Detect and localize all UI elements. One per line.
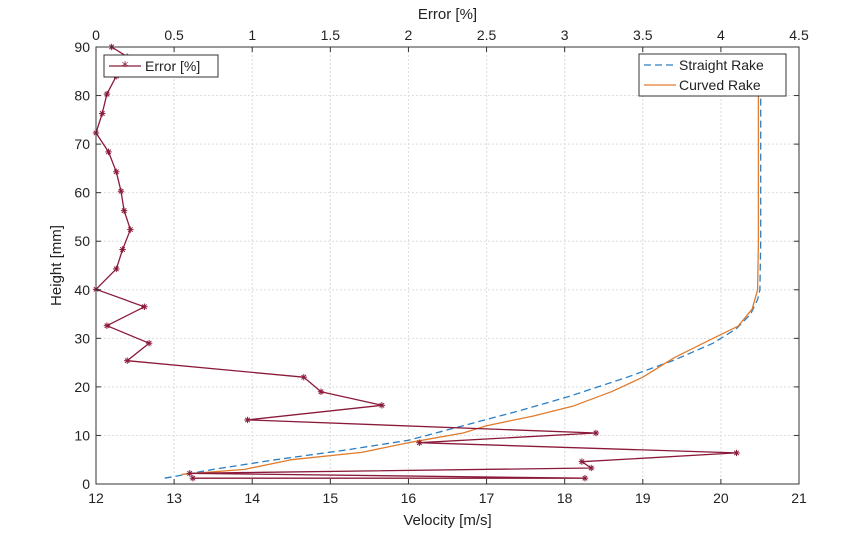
marker-stroke-3: [104, 323, 110, 329]
tick-label-x-bottom-13: 13: [166, 490, 182, 506]
series-line-error: [95, 46, 738, 479]
tick-label-x-top-3.5: 3.5: [633, 27, 653, 43]
tick-label-x-top-4.5: 4.5: [789, 27, 809, 43]
tick-label-y-0: 0: [82, 476, 90, 492]
marker-stroke-3: [318, 389, 324, 395]
tick-label-x-bottom-14: 14: [244, 490, 260, 506]
series-point-error-11: [300, 373, 307, 381]
tick-label-y-70: 70: [74, 136, 90, 152]
marker-stroke-3: [187, 470, 193, 476]
series-point-error-5: [733, 449, 740, 457]
legend-error-box: [103, 54, 219, 78]
marker-stroke-3: [593, 430, 599, 436]
y-axis-title: Height [mm]: [48, 225, 65, 306]
tick-label-y-80: 80: [74, 88, 90, 104]
marker-stroke-3: [588, 465, 594, 471]
series-point-error-4: [578, 458, 586, 465]
marker-stroke-3: [733, 450, 740, 456]
marker-stroke-3: [118, 188, 124, 194]
series-point-error-14: [103, 322, 111, 329]
marker-stroke-3: [301, 374, 307, 380]
marker-stroke-3: [141, 304, 148, 310]
tick-label-x-bottom-12: 12: [88, 490, 104, 506]
tick-label-x-bottom-15: 15: [323, 490, 339, 506]
series-point-error-26: [103, 90, 111, 98]
tick-label-x-bottom-18: 18: [557, 490, 573, 506]
marker-stroke-3: [113, 266, 119, 272]
legend-rakes: Straight Rake Curved Rake: [638, 53, 787, 97]
series-line-curved-rake: [181, 76, 760, 475]
marker-stroke-3: [379, 402, 385, 408]
tick-label-y-60: 60: [74, 185, 90, 201]
tick-label-x-top-4: 4: [717, 27, 725, 43]
series-point-error-13: [145, 339, 153, 347]
series-point-error-3: [588, 464, 595, 472]
series-point-error-22: [113, 168, 120, 175]
tick-label-x-bottom-20: 20: [713, 490, 729, 506]
tick-label-x-top-0.5: 0.5: [164, 27, 184, 43]
series-point-error-9: [378, 402, 386, 409]
marker-stroke-3: [104, 91, 110, 97]
series-point-error-20: [120, 207, 128, 214]
series-point-error-18: [119, 246, 126, 253]
series-point-error-2: [186, 470, 193, 477]
series-point-error-25: [99, 110, 106, 117]
tick-label-x-top-2.5: 2.5: [477, 27, 497, 43]
tick-label-x-bottom-19: 19: [635, 490, 651, 506]
marker-stroke-3: [105, 149, 112, 155]
marker-stroke-3: [119, 246, 126, 253]
marker-stroke-3: [579, 459, 585, 465]
tick-label-x-top-2: 2: [405, 27, 413, 43]
marker-stroke-3: [416, 440, 422, 446]
series-point-error-15: [141, 303, 148, 310]
series-point-error-7: [592, 429, 600, 437]
tick-label-x-top-3: 3: [561, 27, 569, 43]
series-point-error-12: [124, 357, 131, 364]
x-axis-top-title: Error [%]: [418, 6, 477, 23]
tick-label-y-90: 90: [74, 39, 90, 55]
tick-label-x-bottom-16: 16: [401, 490, 417, 506]
tick-label-y-50: 50: [74, 233, 90, 249]
ticks: 12 13 14 15 16 17 18 19 20 21 0 0.5 1 1.5 2 2.5 3 3.5 4 4.5…: [74, 27, 809, 506]
legend-rakes-box: [638, 53, 787, 97]
plot-frame: [95, 46, 800, 485]
tick-label-x-top-1.5: 1.5: [321, 27, 341, 43]
marker-stroke-3: [582, 475, 588, 481]
marker-stroke-3: [146, 340, 152, 346]
legend-error: * Error [%]: [103, 54, 219, 78]
tick-label-y-30: 30: [74, 330, 90, 346]
x-axis-bottom-title: Velocity [m/s]: [403, 512, 491, 529]
series-point-error-17: [113, 265, 120, 273]
series-point-error-1: [581, 474, 589, 482]
tick-label-y-20: 20: [74, 379, 90, 395]
series-line-straight-rake: [164, 76, 762, 479]
tick-label-x-top-1: 1: [248, 27, 256, 43]
series-point-error-0: [189, 474, 197, 482]
legend-error-marker: *: [122, 60, 129, 75]
series-point-error-19: [127, 226, 134, 233]
marker-stroke-3: [124, 358, 130, 364]
tick-label-x-bottom-21: 21: [791, 490, 807, 506]
marker-stroke-3: [127, 226, 133, 233]
marker-stroke-3: [99, 110, 105, 117]
tick-label-y-10: 10: [74, 427, 90, 443]
tick-label-x-top-0: 0: [92, 27, 100, 43]
tick-label-y-40: 40: [74, 282, 90, 298]
marker-stroke-3: [244, 417, 251, 423]
series-point-error-21: [117, 188, 125, 195]
legend-error-label: Error [%]: [145, 58, 200, 74]
tick-label-x-bottom-17: 17: [479, 490, 495, 506]
marker-stroke-3: [121, 208, 127, 214]
marker-stroke-3: [190, 475, 196, 481]
legend-curved-label: Curved Rake: [679, 77, 761, 93]
marker-stroke-3: [113, 169, 119, 175]
series-point-error-8: [244, 416, 251, 424]
legend-straight-label: Straight Rake: [679, 57, 764, 73]
series-point-error-10: [317, 388, 325, 395]
series-point-error-23: [105, 148, 112, 156]
series-point-error-6: [416, 439, 423, 446]
